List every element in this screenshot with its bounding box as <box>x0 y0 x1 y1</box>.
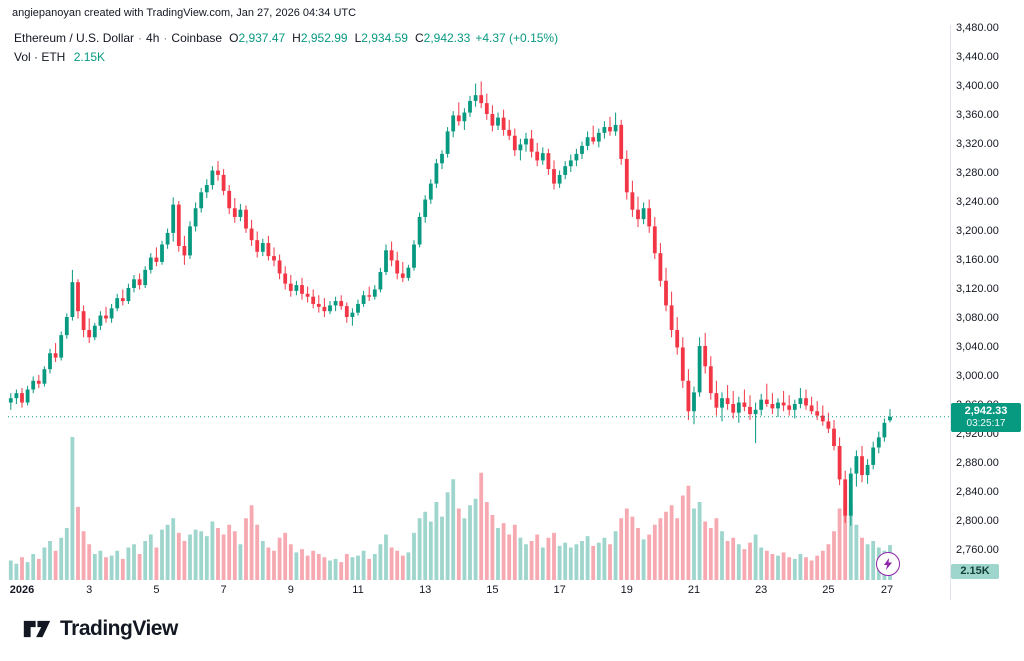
price-axis-label: 3,480.00 <box>956 22 999 34</box>
symbol-legend: Ethereum / U.S. Dollar · 4h · Coinbase O2,937… <box>14 29 558 67</box>
separator: · <box>163 31 168 45</box>
separator: · <box>138 31 143 45</box>
time-axis-label: 21 <box>688 584 700 596</box>
price-axis-label: 2,800.00 <box>956 515 999 527</box>
time-axis-label: 27 <box>881 584 893 596</box>
price-axis-label: 3,400.00 <box>956 80 999 92</box>
time-axis-label: 9 <box>288 584 294 596</box>
price-axis-label: 2,880.00 <box>956 457 999 469</box>
attribution-text: angiepanoyan created with TradingView.co… <box>12 7 357 19</box>
price-axis-label: 3,000.00 <box>956 370 999 382</box>
price-axis-label: 3,200.00 <box>956 225 999 237</box>
time-axis-label: 5 <box>153 584 159 596</box>
legend-line-volume: Vol · ETH 2.15K <box>14 48 558 67</box>
price-axis-label: 2,760.00 <box>956 544 999 556</box>
price-axis-label: 2,840.00 <box>956 486 999 498</box>
volume-label: Vol · ETH <box>14 50 66 64</box>
symbol-title: Ethereum / U.S. Dollar <box>14 31 135 45</box>
price-axis-label: 3,120.00 <box>956 283 999 295</box>
tradingview-wordmark: TradingView <box>60 617 178 640</box>
price-axis-label: 3,040.00 <box>956 341 999 353</box>
last-price-badge: 2,942.33 03:25:17 <box>951 403 1021 432</box>
high-value: 2,952.99 <box>300 31 348 45</box>
time-axis-label: 11 <box>352 584 363 596</box>
time-axis-label: 13 <box>419 584 431 596</box>
boost-icon[interactable] <box>876 552 900 576</box>
tradingview-logomark <box>23 620 51 638</box>
volume-value: 2.15K <box>73 50 106 64</box>
price-axis-label: 3,240.00 <box>956 196 999 208</box>
exchange-label: Coinbase <box>171 31 223 45</box>
price-axis-label: 3,360.00 <box>956 109 999 121</box>
price-axis[interactable]: 3,480.00 3,440.00 3,400.00 3,360.00 3,320.00… <box>956 22 999 556</box>
close-label: C <box>414 31 424 45</box>
low-value: 2,934.59 <box>361 31 408 45</box>
time-axis-label: 25 <box>822 584 834 596</box>
time-axis-label: 19 <box>621 584 633 596</box>
price-axis-label: 3,080.00 <box>956 312 999 324</box>
price-axis-label: 3,440.00 <box>956 51 999 63</box>
candlesticks <box>8 81 892 526</box>
change-value: +4.37 (+0.15%) <box>475 31 559 45</box>
bar-close-countdown: 03:25:17 <box>966 418 1006 429</box>
price-axis-label: 3,280.00 <box>956 167 999 179</box>
time-axis-label: 15 <box>486 584 498 596</box>
volume-bars <box>8 437 892 581</box>
high-label: H <box>292 31 301 45</box>
open-label: O <box>229 31 239 45</box>
time-axis-label: 17 <box>553 584 565 596</box>
time-axis-label: 3 <box>86 584 92 596</box>
volume-axis-badge: 2.15K <box>951 564 999 579</box>
legend-line-main: Ethereum / U.S. Dollar · 4h · Coinbase O2,937… <box>14 29 558 48</box>
time-axis-label: 7 <box>221 584 227 596</box>
time-axis-label: 2026 <box>10 584 34 596</box>
lightning-bolt-icon <box>884 558 892 570</box>
open-value: 2,937.47 <box>238 31 286 45</box>
price-axis-label: 3,320.00 <box>956 138 999 150</box>
time-axis-label: 23 <box>755 584 767 596</box>
tradingview-logo[interactable]: TradingView <box>22 616 178 642</box>
last-price-value: 2,942.33 <box>964 405 1008 417</box>
time-axis[interactable]: 2026 3 5 7 9 11 13 15 17 19 21 23 25 27 <box>10 584 893 596</box>
price-axis-label: 3,160.00 <box>956 254 999 266</box>
low-label: L <box>354 31 362 45</box>
close-value: 2,942.33 <box>423 31 471 45</box>
interval-label: 4h <box>146 31 160 45</box>
